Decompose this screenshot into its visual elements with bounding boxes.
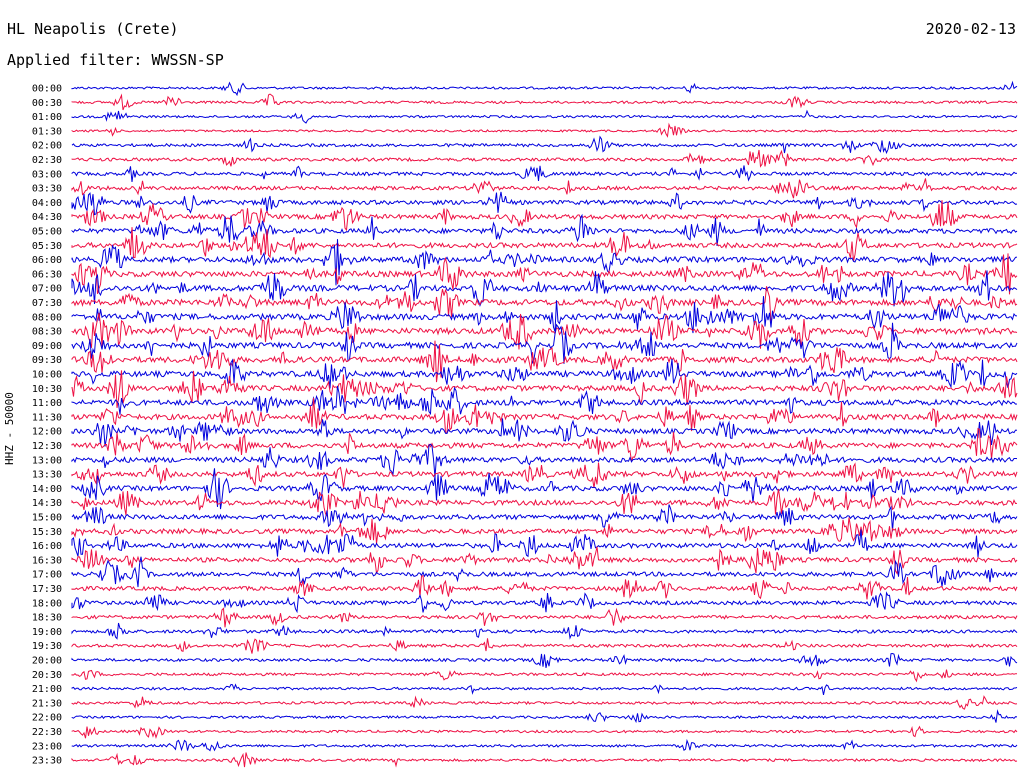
row-time-label: 08:30 (32, 327, 62, 338)
trace-line (71, 725, 1018, 739)
row-time-label: 03:30 (32, 184, 62, 195)
row-time-label: 23:00 (32, 741, 62, 752)
trace-line (71, 312, 1018, 350)
row-time-label: 11:00 (32, 398, 62, 409)
row-time-label: 06:30 (32, 269, 62, 280)
row-time-label: 21:30 (32, 698, 62, 709)
trace-line (71, 683, 1018, 696)
row-time-label: 21:00 (32, 684, 62, 695)
trace-line (71, 385, 1018, 416)
trace-line (71, 239, 1018, 286)
trace-line (71, 591, 1017, 614)
row-time-label: 16:00 (32, 541, 62, 552)
trace-line (71, 546, 1018, 575)
row-time-label: 04:00 (32, 198, 62, 209)
trace-line (71, 488, 1018, 518)
row-time-label: 09:00 (32, 341, 62, 352)
trace-line (71, 227, 1018, 262)
row-time-label: 02:30 (32, 155, 62, 166)
row-time-label: 10:00 (32, 370, 62, 381)
row-time-label: 04:30 (32, 212, 62, 223)
row-time-label: 13:00 (32, 455, 62, 466)
row-time-label: 16:30 (32, 555, 62, 566)
trace-line (71, 135, 1018, 155)
row-time-label: 14:00 (32, 484, 62, 495)
trace-line (71, 468, 1018, 510)
row-time-label: 15:30 (32, 527, 62, 538)
row-time-label: 19:30 (32, 641, 62, 652)
trace-line (71, 669, 1018, 683)
trace-line (71, 529, 1018, 558)
row-time-label: 22:00 (32, 713, 62, 724)
trace-line (71, 622, 1018, 640)
row-time-label: 12:00 (32, 427, 62, 438)
trace-line (71, 213, 1018, 246)
row-time-label: 23:30 (32, 756, 62, 767)
date-label: 2020-02-13 (925, 20, 1016, 38)
row-time-label: 12:30 (32, 441, 62, 452)
row-time-label: 07:30 (32, 298, 62, 309)
row-time-label: 14:30 (32, 498, 62, 509)
trace-line (71, 397, 1018, 433)
trace-line (71, 638, 1018, 654)
row-time-label: 00:30 (32, 98, 62, 109)
trace-line (71, 462, 1018, 489)
row-time-label: 02:00 (32, 141, 62, 152)
row-time-label: 05:00 (32, 227, 62, 238)
trace-line (71, 695, 1018, 710)
trace-line (71, 340, 1018, 383)
trace-line (71, 286, 1018, 324)
row-time-label: 09:30 (32, 355, 62, 366)
trace-line (71, 443, 1018, 478)
trace-line (71, 575, 1018, 600)
row-time-label: 00:00 (32, 84, 62, 95)
trace-line (71, 178, 1018, 199)
trace-line (71, 752, 1018, 768)
trace-line (71, 517, 1018, 544)
row-time-label: 07:00 (32, 284, 62, 295)
trace-line (71, 652, 1018, 668)
trace-line (71, 607, 1018, 628)
row-time-label: 20:30 (32, 670, 62, 681)
row-time-label: 15:00 (32, 513, 62, 524)
station-title: HL Neapolis (Crete) (7, 20, 179, 38)
row-time-label: 10:30 (32, 384, 62, 395)
row-time-label: 01:30 (32, 126, 62, 137)
trace-line (71, 556, 1018, 588)
row-time-label: 20:00 (32, 656, 62, 667)
row-time-label: 01:00 (32, 112, 62, 123)
trace-line (71, 93, 1018, 111)
trace-line (71, 80, 1018, 97)
row-time-label: 08:00 (32, 312, 62, 323)
trace-line (71, 191, 1018, 216)
trace-line (71, 738, 1018, 752)
trace-line (71, 370, 1018, 408)
row-time-label: 06:00 (32, 255, 62, 266)
row-time-label: 17:30 (32, 584, 62, 595)
trace-line (71, 200, 1018, 232)
row-time-label: 22:30 (32, 727, 62, 738)
trace-line (71, 322, 1018, 364)
row-time-label: 13:30 (32, 470, 62, 481)
filter-label: Applied filter: WWSSN-SP (7, 51, 224, 69)
trace-line (71, 165, 1018, 182)
trace-line (71, 149, 1017, 168)
row-time-label: 18:30 (32, 613, 62, 624)
trace-line (71, 296, 1018, 334)
trace-line (71, 504, 1018, 532)
row-time-label: 05:30 (32, 241, 62, 252)
trace-line (71, 122, 1018, 138)
row-time-label: 03:00 (32, 169, 62, 180)
trace-line (71, 709, 1018, 724)
trace-line (71, 418, 1018, 447)
row-time-label: 18:00 (32, 598, 62, 609)
row-time-label: 11:30 (32, 412, 62, 423)
trace-line (71, 270, 1018, 307)
trace-line (71, 427, 1018, 462)
trace-line (71, 109, 1018, 124)
row-time-label: 19:00 (32, 627, 62, 638)
trace-line (71, 253, 1018, 295)
row-time-label: 17:00 (32, 570, 62, 581)
